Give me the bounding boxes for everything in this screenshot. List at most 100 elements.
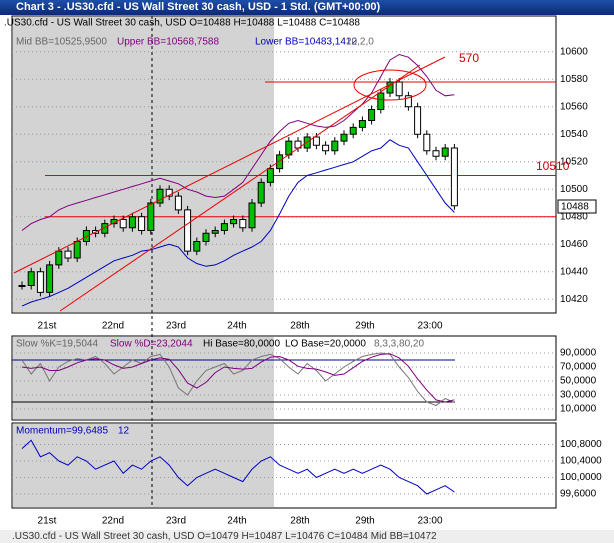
momentum-line bbox=[21, 439, 455, 495]
status-bar: .US30.cfd - US Wall Street 30 cash, USD … bbox=[0, 530, 614, 543]
candle bbox=[377, 92, 385, 110]
momentum-label: Momentum=99,6485 bbox=[16, 426, 108, 437]
candle bbox=[211, 230, 219, 234]
last-price-box bbox=[557, 199, 597, 214]
candle bbox=[340, 133, 348, 142]
momentum-params: 12 bbox=[118, 426, 130, 437]
candle bbox=[184, 209, 192, 252]
y-tick-label: 10540 bbox=[560, 129, 588, 140]
candle bbox=[257, 181, 265, 204]
candle bbox=[193, 241, 201, 252]
y-tick-label: 10600 bbox=[560, 46, 588, 57]
y-tick-label: 30,0000 bbox=[560, 390, 597, 401]
upper-band bbox=[21, 53, 455, 231]
x-tick-label: 29th bbox=[355, 516, 374, 527]
x-tick-label: 29th bbox=[355, 321, 374, 332]
shade bbox=[13, 337, 274, 419]
mid-bb: Mid BB=10525,9500 bbox=[16, 37, 107, 48]
candle bbox=[64, 250, 72, 259]
candle bbox=[138, 216, 146, 231]
x-tick-label: 23rd bbox=[166, 321, 186, 332]
candle bbox=[27, 271, 35, 286]
x-tick-label: 24th bbox=[227, 516, 246, 527]
annotation: 10510 bbox=[536, 159, 570, 173]
candle bbox=[312, 136, 320, 146]
candle bbox=[82, 230, 90, 242]
candle bbox=[119, 219, 127, 229]
candle bbox=[450, 147, 458, 207]
candle bbox=[248, 202, 256, 229]
stoch-k-line bbox=[21, 352, 455, 407]
candle bbox=[220, 223, 228, 231]
y-tick-label: 90,0000 bbox=[560, 348, 597, 359]
candle bbox=[174, 195, 182, 211]
x-tick-label: 21st bbox=[38, 516, 57, 527]
candle bbox=[55, 250, 63, 266]
candle bbox=[165, 188, 173, 197]
x-tick-label: 23rd bbox=[166, 516, 186, 527]
stoch-d-line bbox=[21, 353, 455, 403]
y-tick-label: 10480 bbox=[560, 211, 588, 222]
y-tick-label: 10560 bbox=[560, 101, 588, 112]
window-title: Chart 3 - .US30.cfd - US Wall Street 30 … bbox=[0, 0, 614, 15]
symbol-info: .US30.cfd - US Wall Street 30 cash, USD … bbox=[4, 18, 360, 29]
candle bbox=[432, 150, 440, 157]
x-tick-label: 21st bbox=[38, 321, 57, 332]
bb-params: 20,2,0 bbox=[346, 37, 374, 48]
y-tick-label: 10,0000 bbox=[560, 404, 597, 415]
last-price: 10488 bbox=[561, 202, 589, 213]
candle bbox=[230, 219, 238, 225]
y-tick-label: 100,8000 bbox=[560, 439, 602, 450]
chart-area: 10420 10440 10460 10480 10500 10520 10540 10560… bbox=[4, 15, 602, 527]
candle bbox=[156, 188, 164, 204]
x-tick-label: 23:00 bbox=[417, 516, 442, 527]
candle bbox=[276, 154, 284, 170]
x-tick-label: 22nd bbox=[102, 516, 124, 527]
lower-bb: Lower BB=10483,1412 bbox=[255, 37, 357, 48]
candle bbox=[128, 216, 136, 229]
channel-line bbox=[59, 64, 421, 312]
stoch-params: 8,3,3,80,20 bbox=[374, 339, 424, 350]
candle bbox=[395, 81, 403, 97]
y-tick-label: 10500 bbox=[560, 184, 588, 195]
shade bbox=[13, 424, 274, 507]
stoch-k: Slow %K=19,5044 bbox=[16, 339, 98, 350]
candle bbox=[331, 140, 339, 152]
y-tick-label: 10580 bbox=[560, 74, 588, 85]
candle bbox=[147, 202, 155, 231]
y-tick-label: 99,6000 bbox=[560, 489, 597, 500]
upper-bb: Upper BB=10568,7588 bbox=[117, 37, 219, 48]
candle bbox=[239, 219, 247, 229]
candle bbox=[404, 95, 412, 108]
x-tick-label: 23:00 bbox=[417, 321, 442, 332]
candle bbox=[358, 120, 366, 128]
candle bbox=[46, 264, 54, 293]
candle bbox=[202, 232, 210, 242]
candle bbox=[441, 147, 449, 157]
candle bbox=[368, 109, 376, 121]
y-tick-label: 10520 bbox=[560, 156, 588, 167]
lower-band bbox=[21, 139, 455, 307]
candle bbox=[423, 133, 431, 152]
candle bbox=[266, 168, 274, 183]
candle bbox=[73, 241, 81, 259]
x-tick-label: 28th bbox=[290, 321, 309, 332]
x-tick-label: 24th bbox=[227, 321, 246, 332]
candle bbox=[101, 223, 109, 234]
stoch-lo: LO Base=20,0000 bbox=[285, 339, 366, 350]
stoch-hi: Hi Base=80,0000 bbox=[203, 339, 280, 350]
y-tick-label: 70,0000 bbox=[560, 362, 597, 373]
y-tick-label: 100,0000 bbox=[560, 472, 602, 483]
y-tick-label: 100,4000 bbox=[560, 456, 602, 467]
x-tick-label: 22nd bbox=[102, 321, 124, 332]
candle bbox=[18, 285, 26, 287]
y-tick-label: 10460 bbox=[560, 239, 588, 250]
stoch-d: Slow %D=23,2044 bbox=[110, 339, 193, 350]
x-tick-label: 28th bbox=[290, 516, 309, 527]
y-tick-label: 10420 bbox=[560, 294, 588, 305]
y-tick-label: 50,0000 bbox=[560, 376, 597, 387]
channel-line bbox=[13, 56, 446, 274]
y-tick-label: 10440 bbox=[560, 266, 588, 277]
highlight-ellipse bbox=[353, 69, 427, 101]
